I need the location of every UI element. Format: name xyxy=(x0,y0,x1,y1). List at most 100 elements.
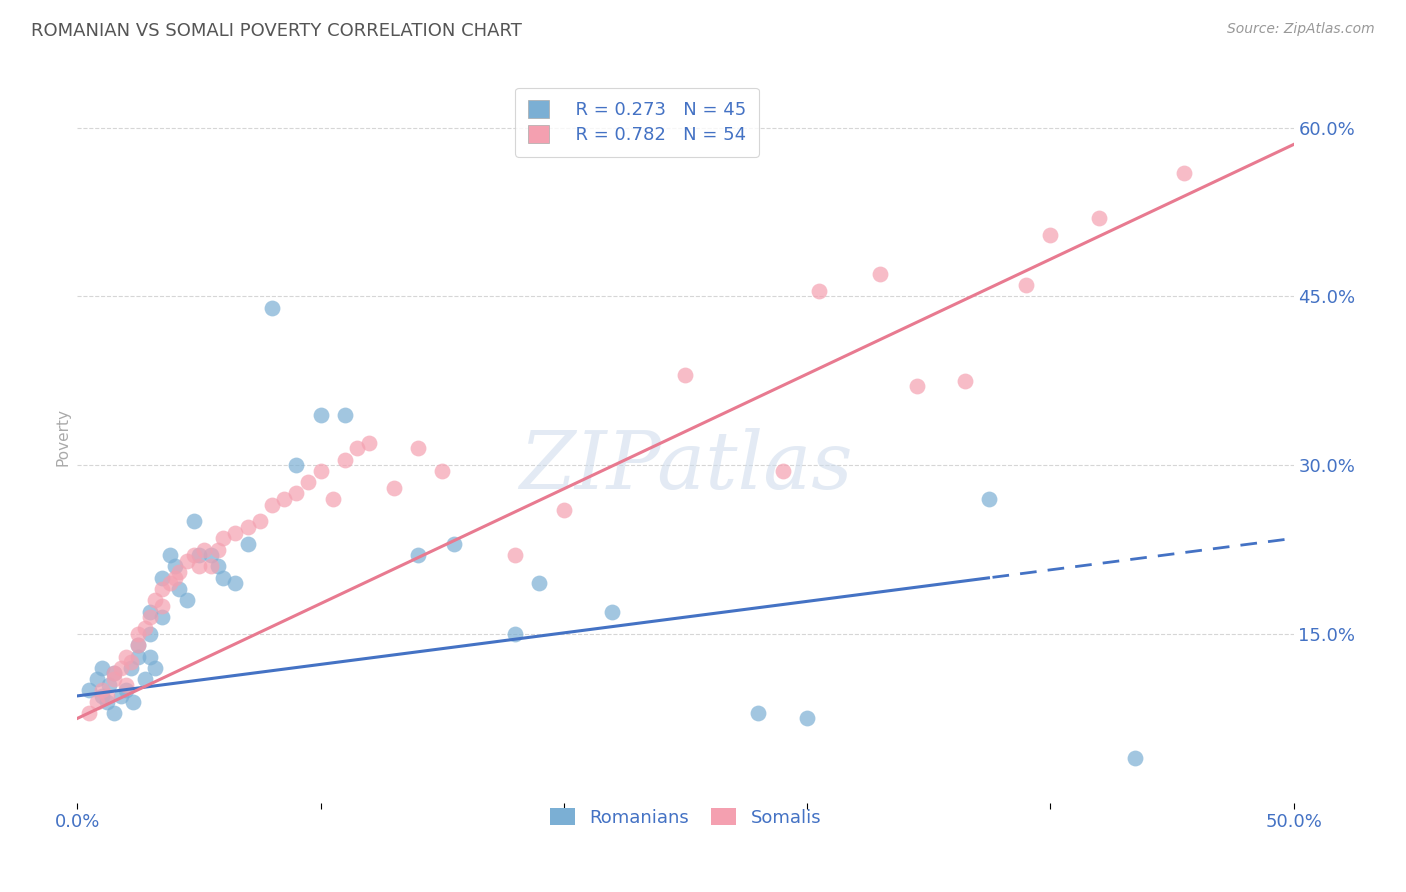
Point xyxy=(188,548,211,562)
Point xyxy=(406,442,429,456)
Point xyxy=(602,605,624,619)
Point xyxy=(139,605,162,619)
Point xyxy=(127,638,149,652)
Point xyxy=(430,464,453,478)
Point xyxy=(236,537,259,551)
Point xyxy=(260,301,283,315)
Point xyxy=(103,666,125,681)
Point xyxy=(207,542,229,557)
Point xyxy=(163,559,186,574)
Point xyxy=(86,672,108,686)
Point xyxy=(359,435,381,450)
Point xyxy=(122,694,145,708)
Point xyxy=(285,486,308,500)
Point xyxy=(675,368,697,383)
Point xyxy=(1015,278,1038,293)
Point xyxy=(115,649,138,664)
Point xyxy=(443,537,465,551)
Point xyxy=(183,515,205,529)
Point xyxy=(115,678,138,692)
Point xyxy=(309,408,332,422)
Point xyxy=(249,515,271,529)
Point xyxy=(207,559,229,574)
Point xyxy=(193,542,215,557)
Point xyxy=(297,475,319,489)
Point xyxy=(115,683,138,698)
Point xyxy=(503,627,526,641)
Point xyxy=(333,452,356,467)
Point xyxy=(953,374,976,388)
Point xyxy=(772,464,794,478)
Point xyxy=(152,571,174,585)
Text: ZIPatlas: ZIPatlas xyxy=(519,427,852,505)
Point xyxy=(86,694,108,708)
Point xyxy=(159,548,181,562)
Point xyxy=(143,593,166,607)
Point xyxy=(188,559,211,574)
Text: Source: ZipAtlas.com: Source: ZipAtlas.com xyxy=(1227,22,1375,37)
Point xyxy=(979,491,1001,506)
Point xyxy=(152,599,174,613)
Point xyxy=(212,532,235,546)
Point xyxy=(139,649,162,664)
Point xyxy=(176,554,198,568)
Point xyxy=(127,649,149,664)
Point xyxy=(322,491,344,506)
Point xyxy=(183,548,205,562)
Point xyxy=(273,491,295,506)
Point xyxy=(796,711,818,725)
Point xyxy=(139,610,162,624)
Point xyxy=(143,661,166,675)
Point xyxy=(200,559,222,574)
Point xyxy=(869,267,891,281)
Point xyxy=(1039,227,1062,242)
Point xyxy=(127,638,149,652)
Legend: Romanians, Somalis: Romanians, Somalis xyxy=(543,801,828,834)
Point xyxy=(152,610,174,624)
Point xyxy=(406,548,429,562)
Point xyxy=(529,576,551,591)
Point xyxy=(224,525,246,540)
Point xyxy=(120,655,142,669)
Point xyxy=(747,706,769,720)
Point xyxy=(90,689,112,703)
Point xyxy=(139,627,162,641)
Point xyxy=(103,666,125,681)
Point xyxy=(90,683,112,698)
Point xyxy=(79,683,101,698)
Point xyxy=(333,408,356,422)
Point xyxy=(905,379,928,393)
Point xyxy=(553,503,575,517)
Point xyxy=(90,661,112,675)
Point xyxy=(163,571,186,585)
Point xyxy=(236,520,259,534)
Point xyxy=(159,576,181,591)
Point xyxy=(169,565,191,579)
Point xyxy=(1173,166,1195,180)
Point xyxy=(260,498,283,512)
Point xyxy=(79,706,101,720)
Point xyxy=(127,627,149,641)
Point xyxy=(110,689,132,703)
Point xyxy=(110,661,132,675)
Point xyxy=(382,481,405,495)
Point xyxy=(1088,211,1111,225)
Point xyxy=(120,661,142,675)
Point xyxy=(134,621,156,635)
Point xyxy=(503,548,526,562)
Text: ROMANIAN VS SOMALI POVERTY CORRELATION CHART: ROMANIAN VS SOMALI POVERTY CORRELATION C… xyxy=(31,22,522,40)
Point xyxy=(169,582,191,596)
Point xyxy=(96,689,118,703)
Point xyxy=(1125,751,1147,765)
Point xyxy=(200,548,222,562)
Point xyxy=(224,576,246,591)
Point xyxy=(103,672,125,686)
Point xyxy=(285,458,308,473)
Y-axis label: Poverty: Poverty xyxy=(56,408,70,467)
Point xyxy=(212,571,235,585)
Point xyxy=(152,582,174,596)
Point xyxy=(309,464,332,478)
Point xyxy=(176,593,198,607)
Point xyxy=(97,678,120,692)
Point xyxy=(96,694,118,708)
